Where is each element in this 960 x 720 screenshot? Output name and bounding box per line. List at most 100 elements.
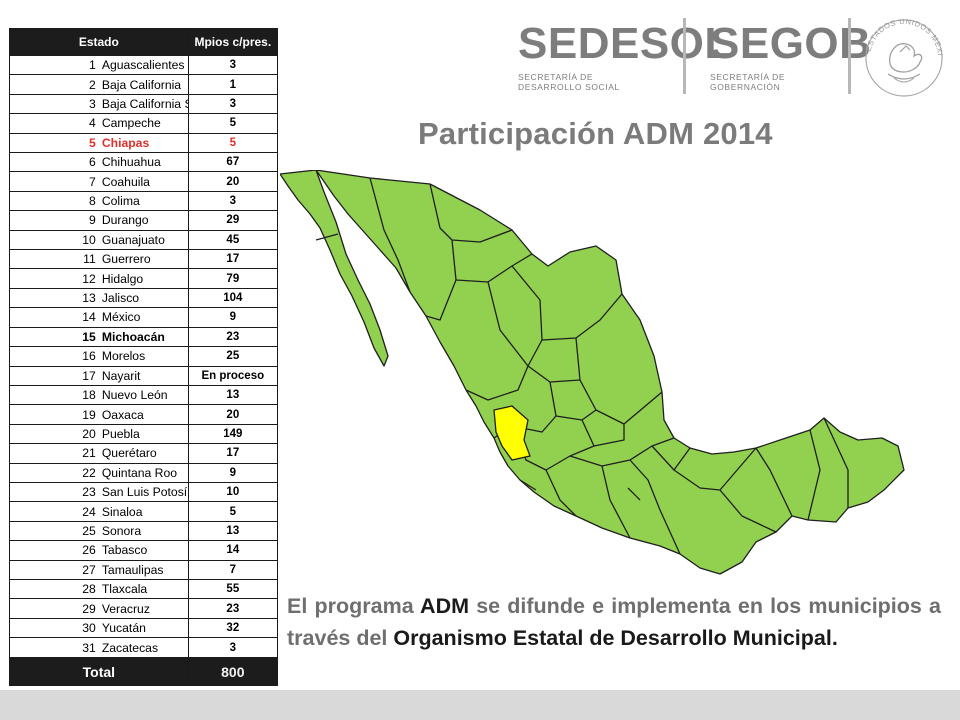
segob-sub-line1: SECRETARÍA DE xyxy=(710,72,786,82)
table-row: 16 Morelos 25 xyxy=(8,346,279,367)
row-number: 26 xyxy=(8,540,99,561)
row-value: 17 xyxy=(187,249,279,270)
row-value: 20 xyxy=(187,404,279,425)
row-value: 14 xyxy=(187,540,279,561)
row-number: 22 xyxy=(8,462,99,483)
row-number: 10 xyxy=(8,229,99,251)
total-value: 800 xyxy=(187,657,279,686)
row-estado: Baja California xyxy=(98,74,189,95)
table-row: 25 Sonora 13 xyxy=(8,520,279,542)
table-row: 10 Guanajuato 45 xyxy=(8,229,279,251)
row-estado: San Luis Potosí xyxy=(98,481,189,503)
table-row: 23 San Luis Potosí 10 xyxy=(8,481,279,503)
row-estado: Michoacán xyxy=(98,326,189,348)
row-value: 3 xyxy=(187,54,279,76)
row-number: 14 xyxy=(8,307,99,328)
row-estado: Tabasco xyxy=(98,540,189,561)
row-number: 27 xyxy=(8,559,99,580)
row-estado: Durango xyxy=(98,210,189,231)
table-row: 6 Chihuahua 67 xyxy=(8,152,279,173)
row-value: 13 xyxy=(187,520,279,542)
para-part1: El programa xyxy=(287,594,421,618)
table-row: 15 Michoacán 23 xyxy=(8,326,279,348)
map-mainland xyxy=(315,170,905,575)
table-row: 22 Quintana Roo 9 xyxy=(8,462,279,483)
row-estado: Zacatecas xyxy=(98,637,189,658)
row-estado: Veracruz xyxy=(98,598,189,619)
table-row: 4 Campeche 5 xyxy=(8,113,279,134)
row-number: 2 xyxy=(8,74,99,95)
row-estado: Jalisco xyxy=(98,287,189,309)
segob-logo: SEGOB SECRETARÍA DE GOBERNACIÓN xyxy=(710,19,872,93)
row-number: 30 xyxy=(8,617,99,639)
row-value: 29 xyxy=(187,210,279,231)
table-row: 5 Chiapas 5 xyxy=(8,132,279,154)
segob-sub-line2: GOBERNACIÓN xyxy=(710,82,781,92)
row-value: 9 xyxy=(187,462,279,483)
row-estado: Guerrero xyxy=(98,249,189,270)
row-number: 3 xyxy=(8,93,99,115)
row-value: 5 xyxy=(187,501,279,522)
row-number: 24 xyxy=(8,501,99,522)
table-row: 30 Yucatán 32 xyxy=(8,617,279,639)
table-row: 11 Guerrero 17 xyxy=(8,249,279,270)
para-org: Organismo Estatal de Desarrollo Municipa… xyxy=(393,626,838,650)
table-row: 21 Querétaro 17 xyxy=(8,443,279,464)
row-estado: Chihuahua xyxy=(98,152,189,173)
map-baja-peninsula xyxy=(280,170,389,367)
row-estado: Colima xyxy=(98,190,189,212)
row-estado: Puebla xyxy=(98,423,189,445)
row-number: 17 xyxy=(8,365,99,386)
row-number: 11 xyxy=(8,249,99,270)
row-value: 45 xyxy=(187,229,279,251)
row-number: 20 xyxy=(8,423,99,445)
row-number: 4 xyxy=(8,113,99,134)
row-value: 149 xyxy=(187,423,279,445)
row-estado: Aguascalientes xyxy=(98,54,189,76)
table-row: 28 Tlaxcala 55 xyxy=(8,578,279,600)
col-header-mpios: Mpios c/pres. xyxy=(187,28,279,56)
row-estado: Guanajuato xyxy=(98,229,189,251)
row-value: 104 xyxy=(187,287,279,309)
row-number: 29 xyxy=(8,598,99,619)
row-value: 79 xyxy=(187,268,279,289)
table-row: 29 Veracruz 23 xyxy=(8,598,279,619)
segob-wordmark: SEGOB xyxy=(710,19,872,68)
table-row: 24 Sinaloa 5 xyxy=(8,501,279,522)
mexico-map xyxy=(280,170,905,575)
table-row: 2 Baja California 1 xyxy=(8,74,279,95)
row-estado: Morelos xyxy=(98,346,189,367)
row-estado: Querétaro xyxy=(98,443,189,464)
para-adm: ADM xyxy=(420,594,470,618)
row-estado: México xyxy=(98,307,189,328)
row-number: 13 xyxy=(8,287,99,309)
row-value: 13 xyxy=(187,384,279,406)
row-value: 3 xyxy=(187,190,279,212)
row-number: 19 xyxy=(8,404,99,425)
table-body: 1 Aguascalientes 3 2 Baja California 1 3 Baja C… xyxy=(8,54,279,658)
row-number: 6 xyxy=(8,152,99,173)
row-value: En proceso xyxy=(187,365,279,386)
table-row: 9 Durango 29 xyxy=(8,210,279,231)
row-estado: Chiapas xyxy=(98,132,189,154)
table-row: 7 Coahuila 20 xyxy=(8,171,279,192)
table-row: 12 Hidalgo 79 xyxy=(8,268,279,289)
row-number: 12 xyxy=(8,268,99,289)
total-label: Total xyxy=(9,657,189,686)
national-seal-icon: ESTADOS UNIDOS MEXICANOS xyxy=(860,12,944,97)
row-number: 8 xyxy=(8,190,99,212)
row-number: 28 xyxy=(8,578,99,600)
row-estado: Oaxaca xyxy=(98,404,189,425)
row-value: 67 xyxy=(187,152,279,173)
sedesol-sub-line1: SECRETARÍA DE xyxy=(518,72,594,82)
footer-bar xyxy=(0,690,960,720)
row-value: 9 xyxy=(187,307,279,328)
table-row: 1 Aguascalientes 3 xyxy=(8,54,279,76)
row-estado: Tlaxcala xyxy=(98,578,189,600)
row-value: 10 xyxy=(187,481,279,503)
map-state-nayarit xyxy=(493,405,531,461)
row-number: 25 xyxy=(8,520,99,542)
row-value: 17 xyxy=(187,443,279,464)
table-row: 8 Colima 3 xyxy=(8,190,279,212)
